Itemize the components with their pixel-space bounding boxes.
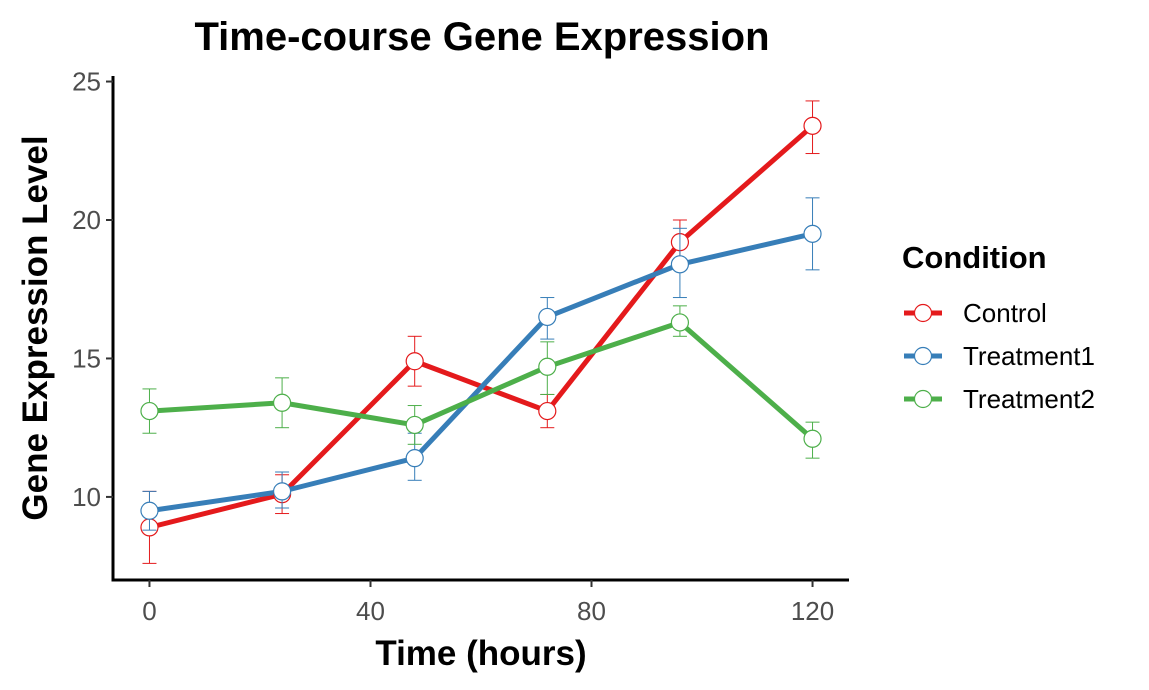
x-tick-label: 40 [356, 596, 385, 626]
data-point-treatment1 [272, 482, 292, 501]
data-point-treatment2 [405, 415, 424, 435]
data-point-treatment1 [538, 307, 557, 327]
data-point-control [803, 116, 822, 135]
legend: Condition Control Treatment1 Treatment2 [902, 240, 1095, 414]
legend-key-marker [913, 303, 933, 323]
legend-label: Treatment2 [963, 384, 1095, 414]
data-point-control [538, 401, 557, 421]
data-point-treatment1 [670, 255, 690, 274]
chart-title: Time-course Gene Expression [194, 15, 769, 59]
y-axis-title: Gene Expression Level [16, 135, 55, 520]
data-point-treatment2 [538, 357, 557, 376]
y-tick-label: 25 [72, 67, 101, 97]
legend-item-control: Control [904, 298, 1047, 328]
data-point-treatment1 [405, 449, 424, 468]
data-point-treatment2 [140, 401, 159, 421]
data-point-treatment1 [803, 224, 822, 243]
legend-key-marker [913, 346, 933, 366]
data-point-treatment2 [670, 313, 690, 332]
legend-label: Control [963, 298, 1047, 328]
series-line-treatment2 [149, 319, 815, 441]
legend-title: Condition [902, 240, 1047, 275]
data-point-treatment1 [140, 501, 159, 520]
y-tick-label: 15 [72, 343, 101, 373]
legend-key-marker [913, 389, 933, 409]
data-point-treatment2 [803, 429, 822, 448]
x-tick-label: 120 [791, 596, 834, 626]
plot-area [140, 100, 822, 564]
x-tick-label: 0 [142, 596, 156, 626]
legend-item-treatment2: Treatment2 [904, 384, 1095, 414]
legend-item-treatment1: Treatment1 [904, 341, 1095, 371]
y-tick-label: 20 [72, 205, 101, 235]
data-point-control [405, 352, 424, 371]
y-axis-ticks: 10 15 20 25 [72, 67, 113, 512]
x-axis-title: Time (hours) [375, 634, 586, 673]
series-line-treatment1 [149, 231, 814, 514]
legend-label: Treatment1 [963, 341, 1095, 371]
series-line-control [148, 123, 815, 530]
x-tick-label: 80 [577, 596, 606, 626]
y-tick-label: 10 [72, 482, 101, 512]
data-point-treatment2 [272, 393, 292, 412]
x-axis-ticks: 0 40 80 120 [142, 580, 834, 626]
